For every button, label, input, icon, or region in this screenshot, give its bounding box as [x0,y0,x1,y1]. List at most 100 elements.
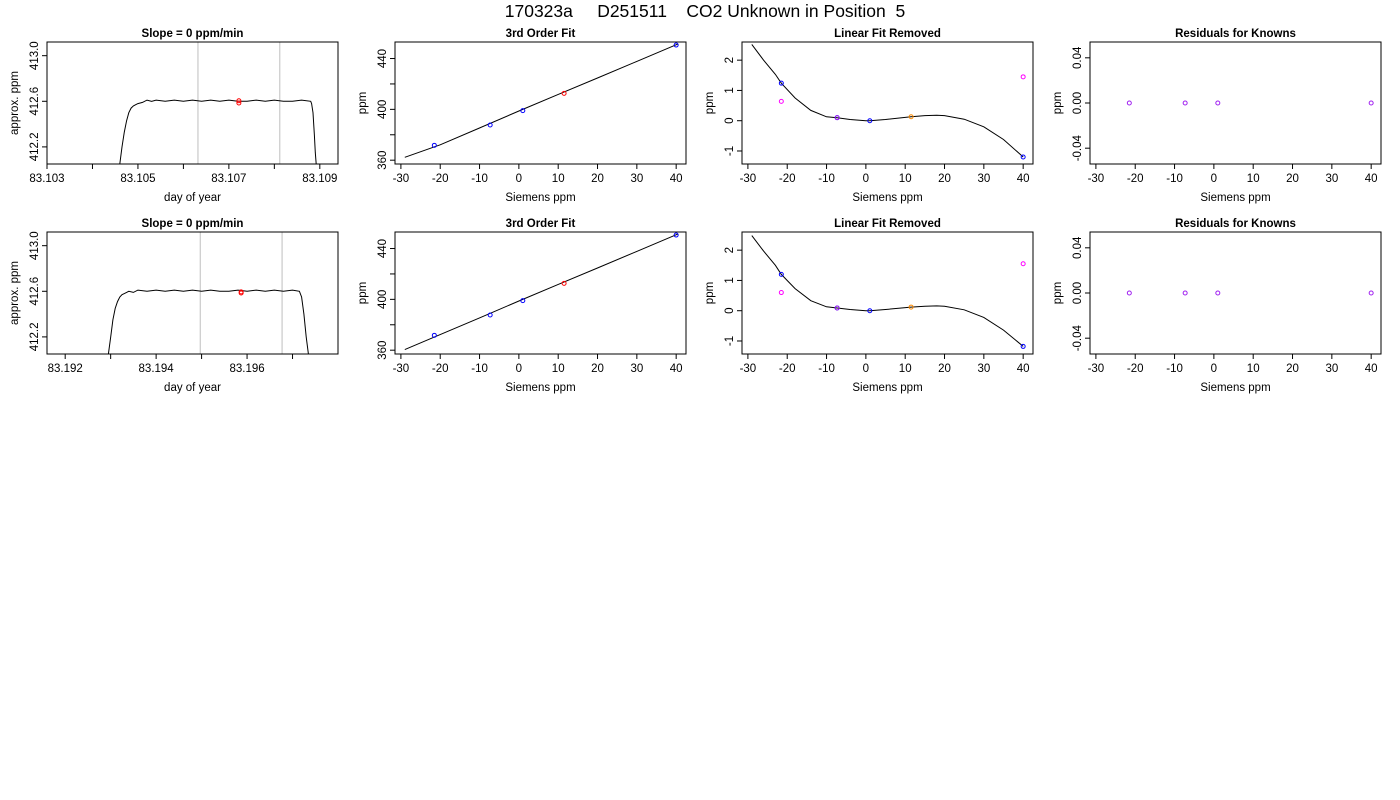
chart-panel: 83.192 83.194 83.196 412.2 412.6 413.0 Slope =… [9,218,339,394]
x-tick-label: 20 [938,363,951,375]
x-axis-label: Siemens ppm [1200,382,1270,394]
x-tick-label: -10 [818,173,835,185]
x-tick-label: 0 [516,173,522,185]
x-tick-label: 30 [630,363,643,375]
y-tick-label: 2 [724,57,736,63]
chart-title: 3rd Order Fit [506,28,576,40]
x-tick-label: -20 [1127,173,1144,185]
x-tick-label: -20 [779,363,796,375]
data-point [908,304,914,310]
y-tick-label: 412.6 [29,277,41,306]
data-point [1020,74,1026,80]
series-line [107,289,309,354]
y-tick-label: 360 [377,341,389,360]
x-tick-label: 83.103 [29,173,64,185]
x-axis-label: Siemens ppm [505,192,575,204]
y-tick-label: 0.04 [1072,46,1084,69]
y-tick-label: -0.04 [1072,324,1084,351]
x-tick-label: 83.107 [211,173,246,185]
y-tick-label: 2 [724,247,736,253]
fit-curve [751,235,1024,347]
x-tick-label: 20 [591,363,604,375]
data-point [778,290,784,296]
series-line [119,99,317,164]
x-tick-label: 30 [1325,173,1338,185]
x-tick-label: 20 [1286,363,1299,375]
data-point [1020,154,1026,160]
x-tick-label: 10 [552,363,565,375]
data-point [431,332,437,338]
y-tick-label: 0 [724,308,736,314]
y-tick-label: 412.2 [29,133,41,162]
data-point [1126,100,1132,106]
data-point [236,98,242,104]
y-tick-label: 440 [377,239,389,258]
y-tick-label: -0.04 [1072,134,1084,161]
plot-frame [741,41,1034,165]
y-tick-label: 413.0 [29,41,41,70]
fit-curve [751,44,1024,158]
y-tick-label: 400 [377,290,389,309]
chart-title: Slope = 0 ppm/min [142,218,244,230]
data-point [673,232,679,238]
data-point [778,271,784,277]
plot-frame [1089,41,1382,165]
y-tick-label: 0.00 [1072,282,1084,304]
chart-panel: -30 -20 -10 0 10 20 30 40 -0.04 0.00 0.04 Residuals… [1052,28,1382,204]
x-axis-label: day of year [164,382,221,394]
x-tick-label: 30 [977,363,990,375]
x-tick-label: -20 [1127,363,1144,375]
x-tick-label: 40 [1365,173,1378,185]
x-tick-label: 20 [938,173,951,185]
fit-curve [404,233,679,351]
data-point [1020,261,1026,267]
x-tick-label: 30 [630,173,643,185]
y-axis-label: ppm [1052,92,1064,114]
data-point [867,118,873,124]
x-tick-label: 83.192 [48,363,83,375]
data-point [520,298,526,304]
data-point [238,290,244,296]
data-point [1368,290,1374,296]
x-tick-label: -10 [1166,363,1183,375]
y-tick-label: 412.6 [29,87,41,116]
data-point [487,312,493,318]
x-tick-label: -30 [740,363,757,375]
y-axis-label: approx. ppm [9,71,21,135]
fit-curve [404,43,679,158]
data-point [1020,343,1026,349]
x-tick-label: 10 [899,363,912,375]
x-tick-label: -20 [779,173,796,185]
chart-title: Linear Fit Removed [834,28,941,40]
x-tick-label: 0 [863,173,869,185]
data-point [520,108,526,114]
x-tick-label: 40 [1017,173,1030,185]
x-tick-label: 10 [1247,363,1260,375]
x-axis-label: Siemens ppm [852,192,922,204]
y-axis-label: ppm [704,92,716,114]
x-tick-label: 0 [1211,363,1217,375]
y-tick-label: 0 [724,118,736,124]
x-axis-label: Siemens ppm [505,382,575,394]
data-point [834,115,840,121]
page-title: 170323a D251511 CO2 Unknown in Position … [504,1,906,21]
data-point [834,305,840,311]
data-point [561,280,567,286]
data-point [778,80,784,86]
y-tick-label: 1 [724,87,736,93]
chart-panel: -30 -20 -10 0 10 20 30 40 -0.04 0.00 0.04 Residuals… [1052,218,1382,394]
chart-title: Residuals for Knowns [1175,28,1296,40]
data-point [236,100,242,106]
data-point [487,122,493,128]
x-tick-label: -30 [393,363,410,375]
x-tick-label: -30 [1088,173,1105,185]
x-tick-label: 30 [977,173,990,185]
data-point [1215,100,1221,106]
chart-title: Linear Fit Removed [834,218,941,230]
chart-panel: -30 -20 -10 0 10 20 30 40 360 400 440 3rd Order Fit… [357,28,687,204]
x-tick-label: 0 [1211,173,1217,185]
plot-frame [741,231,1034,355]
